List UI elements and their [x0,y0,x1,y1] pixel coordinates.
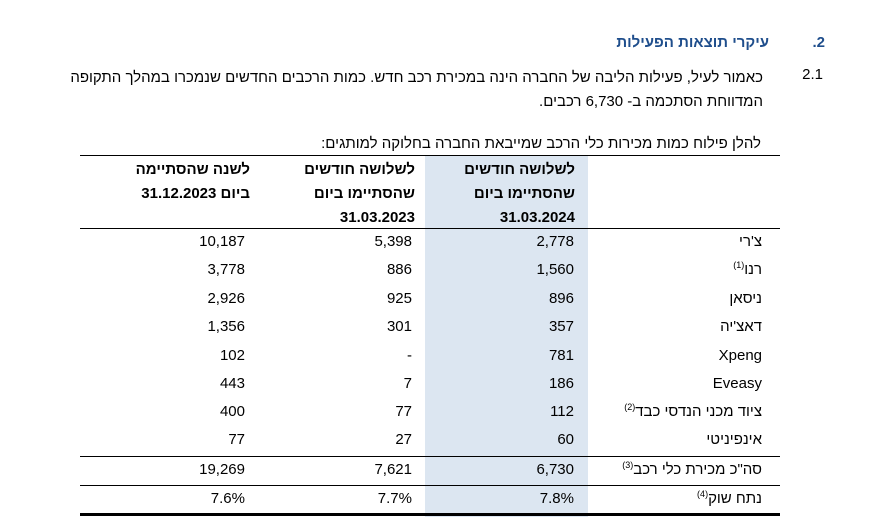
value-q1-2023: 7 [403,375,412,392]
brand-name: ציוד מכני הנדסי כבד(2) [624,402,762,421]
section-title: עיקרי תוצאות הפעילות [616,34,769,51]
value-fy-2023: 3,778 [207,261,245,278]
market-share-row: נתח שוק(4) 7.8% 7.7% 7.6% [80,485,780,513]
paragraph-text: כאמור לעיל, פעילות הליבה של החברה הינה ב… [70,69,763,110]
table-caption: להלן פילוח כמות מכירות כלי הרכב שמייבאת … [321,135,761,152]
table-row: ציוד מכני הנדסי כבד(2) 112 77 400 [80,398,780,426]
value-fy-2023: 443 [219,375,245,392]
total-fy-2023: 19,269 [199,461,245,478]
value-q1-2023: 77 [395,403,412,420]
table-row: צ'רי 2,778 5,398 10,187 [80,228,780,256]
value-fy-2023: 1,356 [207,318,245,335]
table-row: דאצ'יה 357 301 1,356 [80,313,780,341]
value-q1-2023: 5,398 [374,233,412,250]
value-q1-2024: 1,560 [536,261,574,278]
brand-name: צ'רי [739,233,762,250]
value-q1-2024: 60 [557,431,574,448]
value-q1-2024: 357 [548,318,574,335]
value-q1-2023: 301 [386,318,412,335]
market-share-q1-2023: 7.7% [377,490,412,507]
table-row: רנו(1) 1,560 886 3,778 [80,256,780,284]
brand-name: ניסאן [729,290,762,307]
paragraph-number: 2.1 [802,66,823,83]
table-row: Eveasy 186 7 443 [80,370,780,398]
market-share-fy-2023: 7.6% [210,490,245,507]
rule-header [80,228,780,229]
brand-name: אינפיניטי [706,431,762,448]
value-q1-2023: 925 [386,290,412,307]
value-q1-2024: 781 [548,347,574,364]
header-q1-2024: לשלושה חודשים שהסתיימו ביום 31.03.2024 [464,161,575,226]
value-fy-2023: 2,926 [207,290,245,307]
value-q1-2024: 186 [548,375,574,392]
brand-name: Eveasy [712,375,762,392]
value-q1-2024: 896 [548,290,574,307]
rule-after-total [80,485,780,486]
rule-before-total [80,456,780,457]
market-share-label: נתח שוק(4) [697,489,762,508]
value-q1-2024: 2,778 [536,233,574,250]
header-q1-2023: לשלושה חודשים שהסתיימו ביום 31.03.2023 [304,161,415,226]
market-share-q1-2024: 7.8% [539,490,574,507]
total-q1-2023: 7,621 [374,461,412,478]
value-fy-2023: 400 [219,403,245,420]
total-q1-2024: 6,730 [536,461,574,478]
table-row: ניסאן 896 925 2,926 [80,285,780,313]
value-q1-2023: 27 [395,431,412,448]
value-q1-2023: 886 [386,261,412,278]
rule-top [80,155,780,156]
section-number: 2. [812,34,825,51]
table-row: Xpeng 781 - 102 [80,342,780,370]
value-fy-2023: 102 [219,347,245,364]
total-label: סה"כ מכירת כלי רכב(3) [622,460,762,479]
value-fy-2023: 10,187 [199,233,245,250]
value-fy-2023: 77 [228,431,245,448]
rule-bottom [80,513,780,516]
table-row: אינפיניטי 60 27 77 [80,426,780,454]
brand-name: דאצ'יה [720,318,762,335]
value-q1-2023: - [407,347,412,364]
brand-name: Xpeng [718,347,762,364]
section-heading: 2. עיקרי תוצאות הפעילות [616,34,825,51]
total-row: סה"כ מכירת כלי רכב(3) 6,730 7,621 19,269 [80,456,780,484]
value-q1-2024: 112 [550,403,574,420]
header-fy-2023: לשנה שהסתיימה ביום 31.12.2023 [135,161,250,202]
brand-name: רנו(1) [733,260,762,279]
